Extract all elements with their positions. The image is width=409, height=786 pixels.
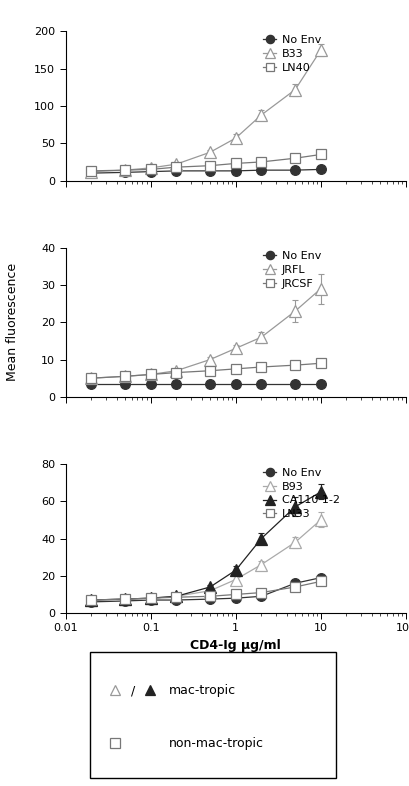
Legend: No Env, B33, LN40: No Env, B33, LN40 — [261, 34, 321, 74]
Text: non-mac-tropic: non-mac-tropic — [169, 737, 263, 750]
Text: mac-tropic: mac-tropic — [169, 685, 236, 697]
Legend: No Env, JRFL, JRCSF: No Env, JRFL, JRCSF — [261, 250, 321, 290]
Text: Mean fluorescence: Mean fluorescence — [6, 263, 19, 381]
Text: /: / — [131, 685, 135, 697]
Legend: No Env, B93, CA110 1-2, LN33: No Env, B93, CA110 1-2, LN33 — [261, 467, 340, 520]
X-axis label: CD4-Ig μg/ml: CD4-Ig μg/ml — [190, 639, 281, 652]
